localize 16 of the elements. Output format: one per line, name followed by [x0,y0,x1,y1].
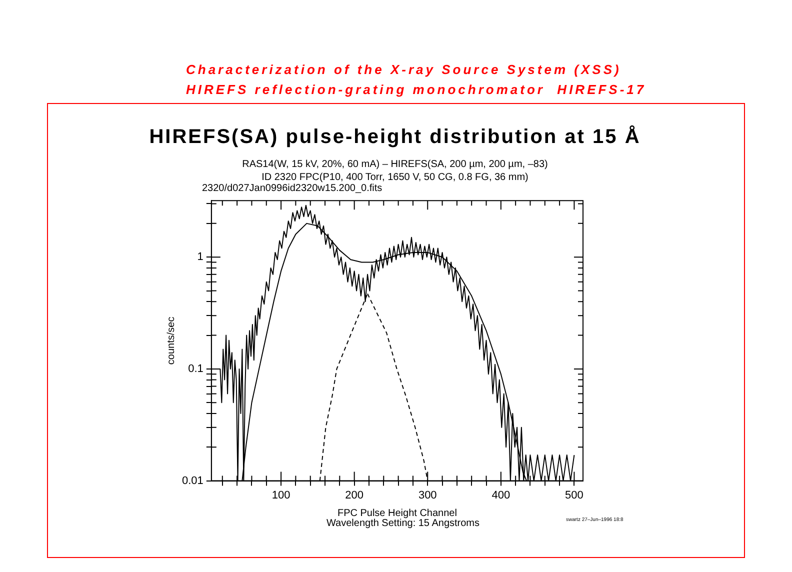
x-tick-label: 300 [418,489,437,502]
y-tick-label: 0.01 [182,474,204,487]
text: Characterization of the X-ray Source System (XSS) [186,61,622,79]
x-axis-title: FPC Pulse Height Channel [337,508,457,519]
y-tick-label: 0.1 [188,362,204,375]
text: Wavelength Setting: 15 Angstroms [326,518,480,529]
chart-title: HIREFS(SA) pulse-height distribution at 15 Å [148,126,642,149]
x-tick-label: 200 [345,489,364,502]
text: 2320/d027Jan0996id2320w15.200_0.fits [202,183,382,194]
y-tick-label: 1 [197,251,204,264]
chart-subtitle: RAS14(W, 15 kV, 20%, 60 mA) – HIREFS(SA, 200 µm, 200 µm, –83) ID 2320 FPC(P10, 400 Torr, 1650 V, 50 CG, 0.8 FG, 36 mm) [241,158,549,184]
x-tick-label: 100 [272,489,290,502]
x-tick-label: 400 [492,489,510,502]
y-axis-title: counts/sec [166,316,177,365]
text: HIREFS reflection-grating monochromator HIREFS-17 [186,81,646,99]
x-tick-label: 500 [565,489,584,502]
